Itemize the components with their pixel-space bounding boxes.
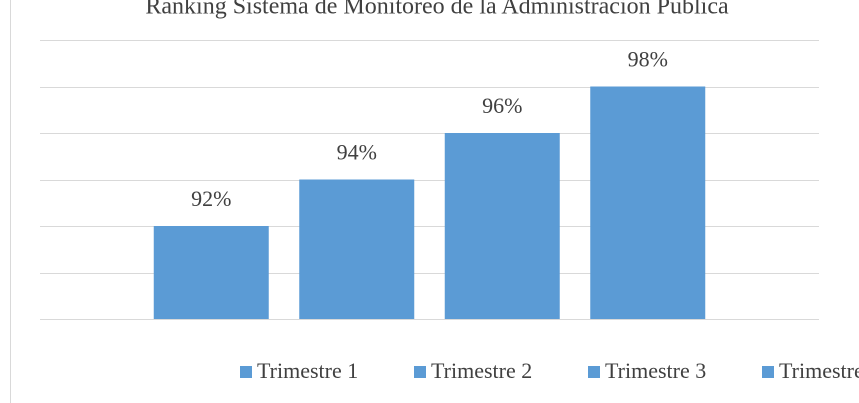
legend-label: Trimestre 3 xyxy=(605,358,706,383)
bar xyxy=(444,133,560,319)
bar xyxy=(299,179,415,319)
legend-swatch xyxy=(588,366,600,378)
legend-swatch xyxy=(414,366,426,378)
data-label: 96% xyxy=(482,93,522,118)
legend-swatch xyxy=(762,366,774,378)
chart-title: Ranking Sistema de Monitoreo de la Admin… xyxy=(145,0,729,20)
data-label: 98% xyxy=(628,47,668,72)
legend-swatch xyxy=(240,366,252,378)
bar xyxy=(153,226,269,319)
data-label: 94% xyxy=(337,140,377,165)
data-label: 92% xyxy=(191,186,231,211)
legend-label: Trimestre 4 xyxy=(779,358,859,383)
legend-label: Trimestre 2 xyxy=(431,358,532,383)
bar xyxy=(590,86,706,319)
legend-label: Trimestre 1 xyxy=(257,358,358,383)
